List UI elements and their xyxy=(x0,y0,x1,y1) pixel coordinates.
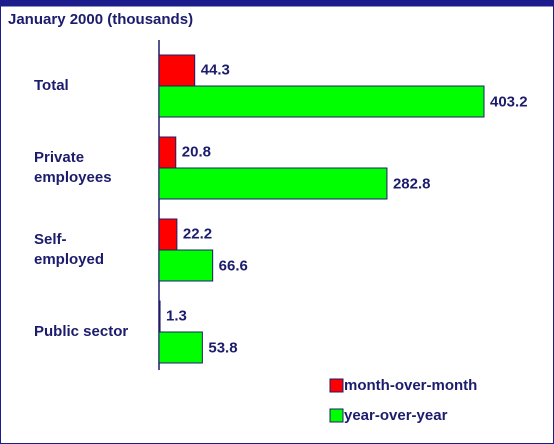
value-label: 282.8 xyxy=(393,175,431,192)
bar xyxy=(158,167,388,200)
category-label: Public sector xyxy=(34,323,129,340)
category-label: Total xyxy=(34,77,69,94)
value-label: 403.2 xyxy=(490,93,528,110)
chart-title: January 2000 (thousands) xyxy=(8,11,193,28)
legend-swatch xyxy=(329,408,344,423)
value-label: 44.3 xyxy=(201,61,230,78)
value-label: 66.6 xyxy=(219,257,248,274)
legend-label: year-over-year xyxy=(344,407,448,424)
bar xyxy=(158,218,178,251)
value-label: 53.8 xyxy=(208,339,237,356)
category-label: Private employees xyxy=(34,149,112,186)
legend-label: month-over-month xyxy=(344,377,477,394)
legend-swatch xyxy=(329,378,344,393)
bar xyxy=(158,249,214,282)
value-label: 1.3 xyxy=(166,307,187,324)
category-label: Self-employed xyxy=(34,231,105,268)
bar xyxy=(158,136,177,169)
top-band xyxy=(0,0,554,6)
bar xyxy=(158,331,203,364)
value-label: 20.8 xyxy=(182,143,211,160)
bar xyxy=(158,85,485,118)
value-label: 22.2 xyxy=(183,225,212,242)
bar xyxy=(158,300,161,333)
bar xyxy=(158,54,196,87)
